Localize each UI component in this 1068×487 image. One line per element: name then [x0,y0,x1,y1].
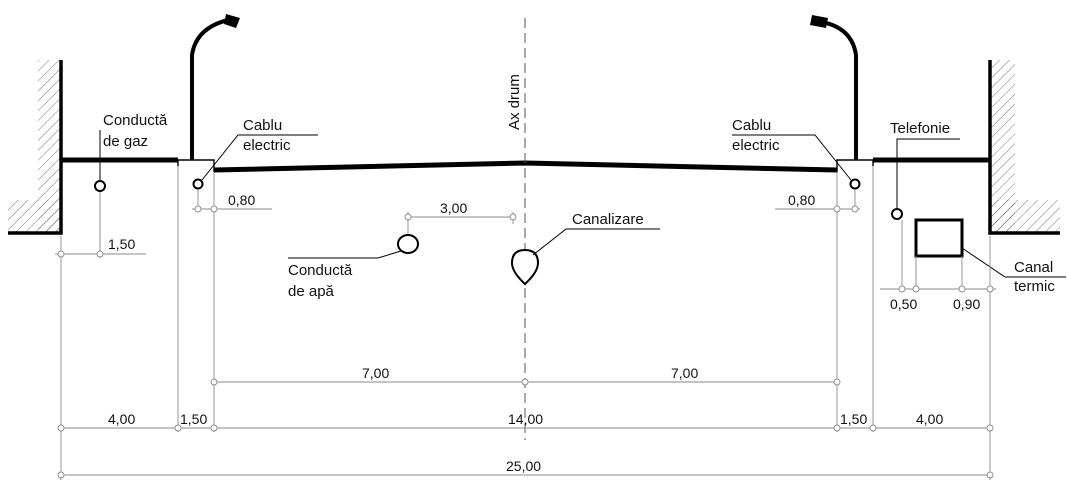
gas-pipe [94,180,106,192]
svg-text:termic: termic [1014,278,1055,295]
water-pipe-label: Conductă de apă [288,250,402,300]
telephone-label: Telefonie [890,120,960,208]
thermal-channel-label: Canal termic [961,247,1066,295]
gas-pipe-label: Conductă de gaz [99,112,168,180]
sewer-label: Canalizare [532,211,660,256]
svg-text:electric: electric [732,137,780,154]
right-building-wall [988,60,1060,235]
svg-text:Cablu: Cablu [732,117,771,134]
dim-sidewalk-left: 4,00 [108,411,135,427]
dim-telephone-offset: 0,50 [890,296,917,312]
svg-text:Telefonie: Telefonie [890,120,950,137]
dim-cable-left: 0,80 [228,192,255,208]
dim-water-to-axis: 3,00 [440,200,467,216]
water-pipe [397,234,419,254]
right-electric-cable [849,178,861,190]
svg-text:electric: electric [243,137,291,154]
dim-half-road-right: 7,00 [671,365,698,381]
telephone-cable [891,208,903,220]
thermal-channel [914,218,964,258]
left-cable-label: Cablu electric [201,117,318,181]
dim-half-road-left: 7,00 [362,365,389,381]
right-cable-label: Cablu electric [732,117,852,181]
svg-text:Conductă: Conductă [103,112,168,129]
svg-text:Canal: Canal [1014,259,1053,276]
left-electric-cable [192,178,204,190]
dim-sidewalk-right: 4,00 [916,411,943,427]
dimension-lines [55,166,996,480]
right-street-light-icon [810,15,858,160]
svg-text:de gaz: de gaz [103,133,148,150]
svg-text:de apă: de apă [288,283,335,300]
dim-cable-right: 0,80 [788,192,815,208]
left-curb [178,159,215,172]
dim-thermal-offset: 0,90 [953,296,980,312]
dim-gas-offset: 1,50 [108,236,135,252]
svg-text:Cablu: Cablu [243,117,282,134]
road-axis-label: Ax drum [506,74,523,130]
svg-text:Conductă: Conductă [288,262,353,279]
svg-text:Canalizare: Canalizare [572,211,644,228]
right-curb [836,159,873,172]
dim-road-width: 14,00 [508,411,543,427]
dim-total-width: 25,00 [506,458,541,474]
left-building-wall [8,60,63,235]
dim-curb-left: 1,50 [180,411,207,427]
dim-curb-right: 1,50 [840,411,867,427]
left-street-light-icon [190,14,240,160]
sewer-egg-profile [510,248,540,286]
